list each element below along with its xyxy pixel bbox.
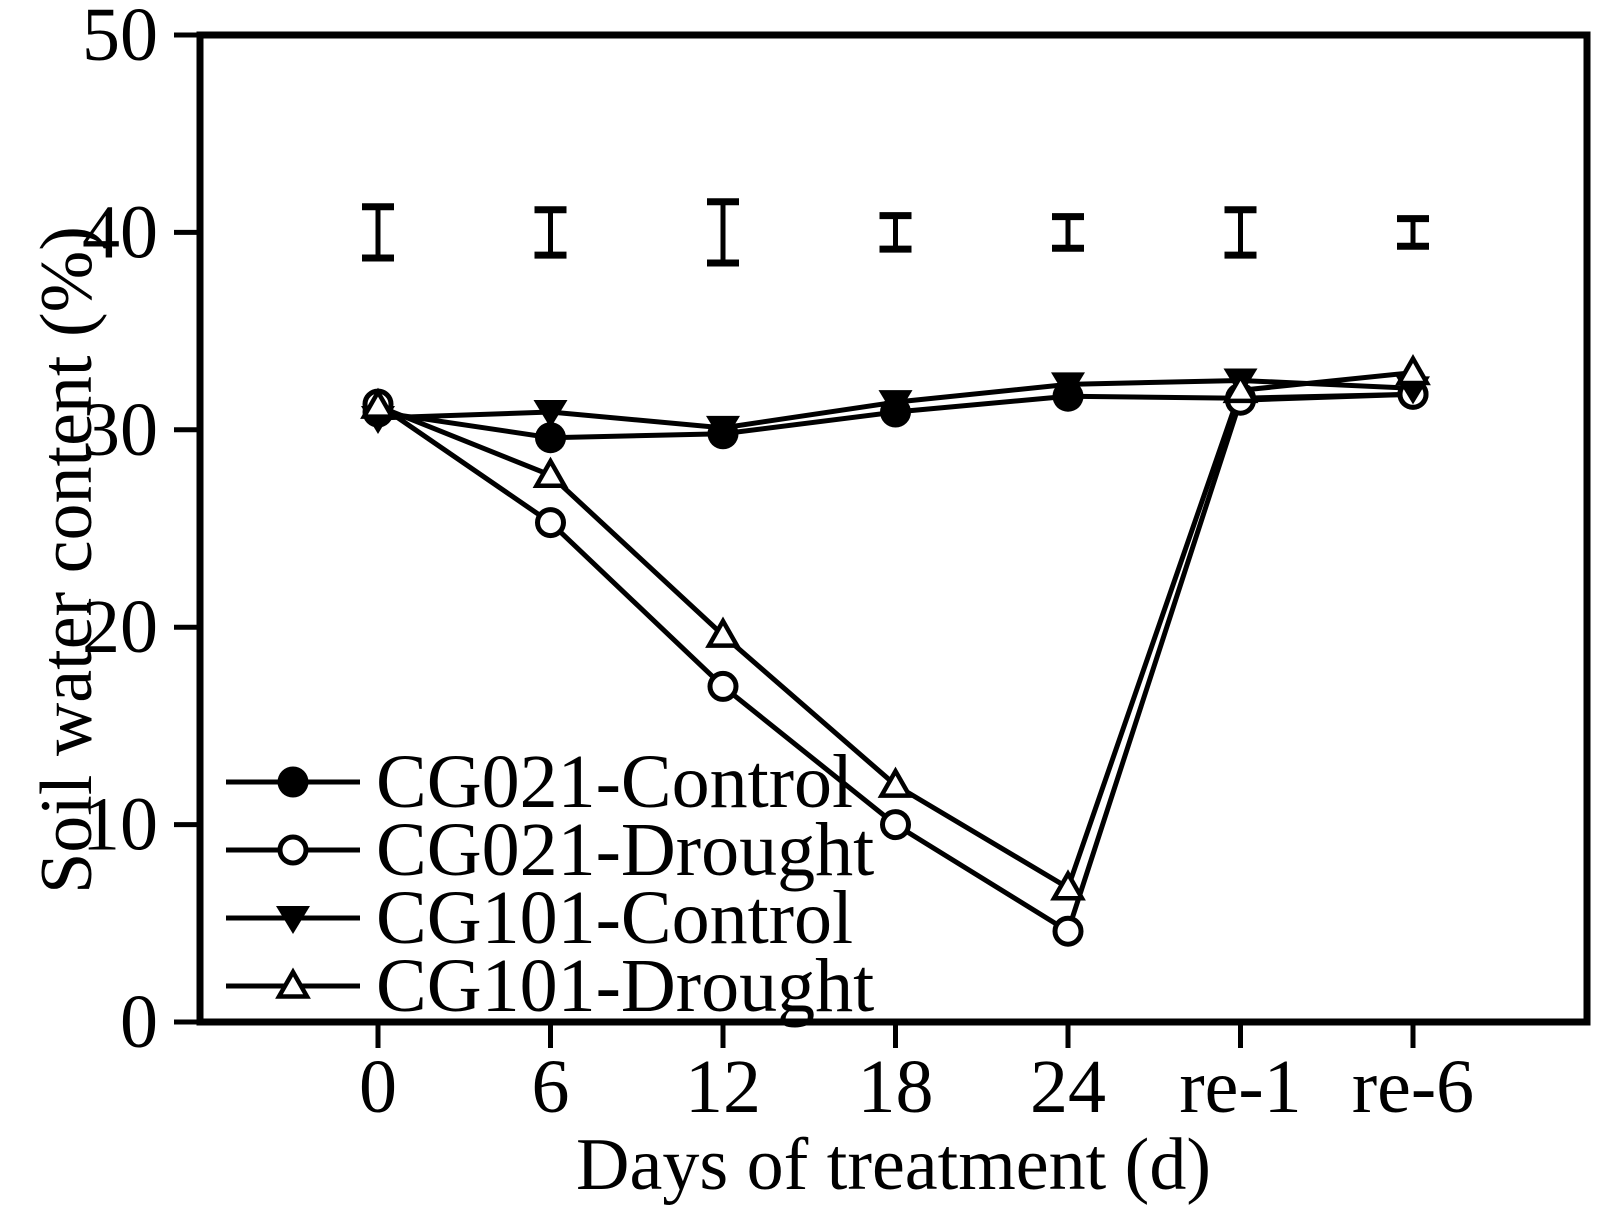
- marker-cg101-drought-2: [705, 616, 741, 648]
- marker-cg021-drought-4: [1052, 915, 1084, 947]
- marker-cg101-control-4: [1051, 372, 1085, 401]
- x-tick-label-2: 12: [685, 1045, 761, 1129]
- legend-marker-cg021-drought: [277, 834, 309, 866]
- marker-cg101-drought-6: [1395, 354, 1431, 386]
- legend-marker-cg101-drought: [275, 967, 311, 999]
- y-tick-label-1: 10: [82, 783, 158, 867]
- y-tick-label-5: 50: [82, 0, 158, 77]
- y-tick-label-0: 0: [120, 980, 158, 1064]
- marker-cg101-drought-0: [360, 387, 396, 419]
- x-tick-label-0: 0: [359, 1045, 397, 1129]
- x-tick-label-6: re-6: [1352, 1045, 1474, 1129]
- legend-marker-cg101-control: [276, 906, 310, 934]
- marker-cg101-drought-1: [532, 456, 569, 488]
- x-tick-label-4: 24: [1030, 1045, 1106, 1129]
- x-tick-label-5: re-1: [1179, 1045, 1301, 1129]
- legend-label-cg101-drought: CG101-Drought: [376, 944, 874, 1028]
- marker-cg021-drought-1: [535, 507, 566, 539]
- x-tick-label-1: 6: [532, 1045, 570, 1129]
- marker-cg101-drought-4: [1050, 869, 1086, 901]
- legend-label-cg021-drought: CG021-Drought: [376, 808, 874, 892]
- marker-cg101-control-1: [533, 400, 568, 429]
- marker-cg021-control-1: [535, 422, 566, 454]
- marker-cg101-control-3: [878, 390, 913, 419]
- y-axis-title: Soil water content (%): [26, 226, 108, 894]
- legend-label-cg101-control: CG101-Control: [376, 876, 853, 960]
- x-axis-title: Days of treatment (d): [576, 1124, 1211, 1206]
- y-tick-label-3: 30: [82, 388, 158, 472]
- marker-cg101-drought-3: [877, 766, 914, 798]
- legend-marker-cg021-control: [277, 766, 309, 798]
- y-tick-label-2: 20: [82, 585, 158, 669]
- marker-cg101-control-2: [706, 415, 740, 444]
- legend-label-cg021-control: CG021-Control: [376, 740, 853, 824]
- x-tick-label-3: 18: [858, 1045, 934, 1129]
- y-tick-label-4: 40: [82, 190, 158, 274]
- marker-cg101-drought-5: [1222, 371, 1259, 404]
- marker-cg021-drought-2: [707, 670, 739, 702]
- marker-cg021-drought-3: [880, 809, 911, 841]
